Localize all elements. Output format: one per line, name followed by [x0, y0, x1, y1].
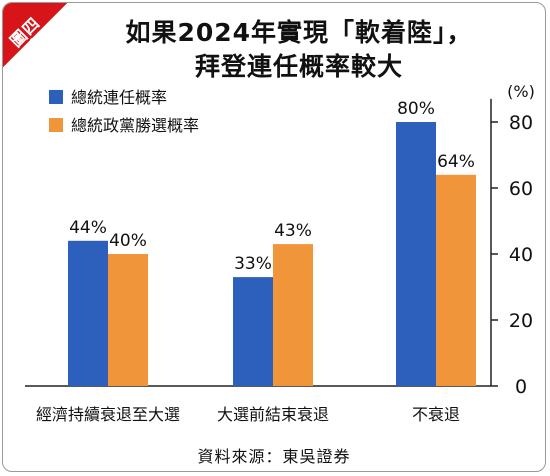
data-label: 80% — [397, 99, 435, 119]
y-tick-label: 60 — [509, 178, 533, 200]
figure-frame: 圖四 如果2024年實現「軟着陸」， 拜登連任概率較大 0 20 40 60 80 (%)… — [2, 2, 546, 472]
y-tick-label: 0 — [515, 376, 527, 398]
bar-series-1 — [396, 122, 436, 386]
figure-badge: 圖四 — [3, 3, 67, 67]
data-label: 43% — [274, 221, 312, 241]
y-tick-label: 80 — [509, 112, 533, 134]
data-label: 40% — [109, 231, 147, 251]
legend-label-series-1: 總統連任概率 — [71, 88, 167, 107]
legend-label-series-2: 總統政黨勝選概率 — [71, 116, 199, 135]
x-tick-label: 不衰退 — [412, 405, 460, 424]
legend-swatch-series-1 — [49, 90, 63, 104]
figure-badge-label: 圖四 — [6, 13, 44, 51]
bar-series-1 — [233, 277, 273, 386]
data-label: 64% — [437, 152, 475, 172]
legend-swatch-series-2 — [49, 118, 63, 132]
data-label: 44% — [69, 218, 107, 238]
x-tick-label: 經濟持續衰退至大選 — [36, 405, 180, 424]
bar-series-2 — [273, 244, 313, 386]
y-tick-label: 40 — [509, 244, 533, 266]
chart-title-line-2: 拜登連任概率較大 — [194, 52, 403, 81]
data-label: 33% — [234, 254, 272, 274]
bar-series-2 — [108, 254, 148, 386]
y-axis-unit: (%) — [507, 83, 535, 101]
chart-title-line-1: 如果2024年實現「軟着陸」， — [125, 18, 473, 47]
bar-series-2 — [436, 174, 476, 386]
y-tick-label: 20 — [509, 310, 533, 332]
x-tick-label: 大選前結束衰退 — [217, 405, 329, 424]
bar-series-1 — [68, 240, 108, 386]
source-note: 資料來源：東吳證券 — [197, 447, 351, 466]
